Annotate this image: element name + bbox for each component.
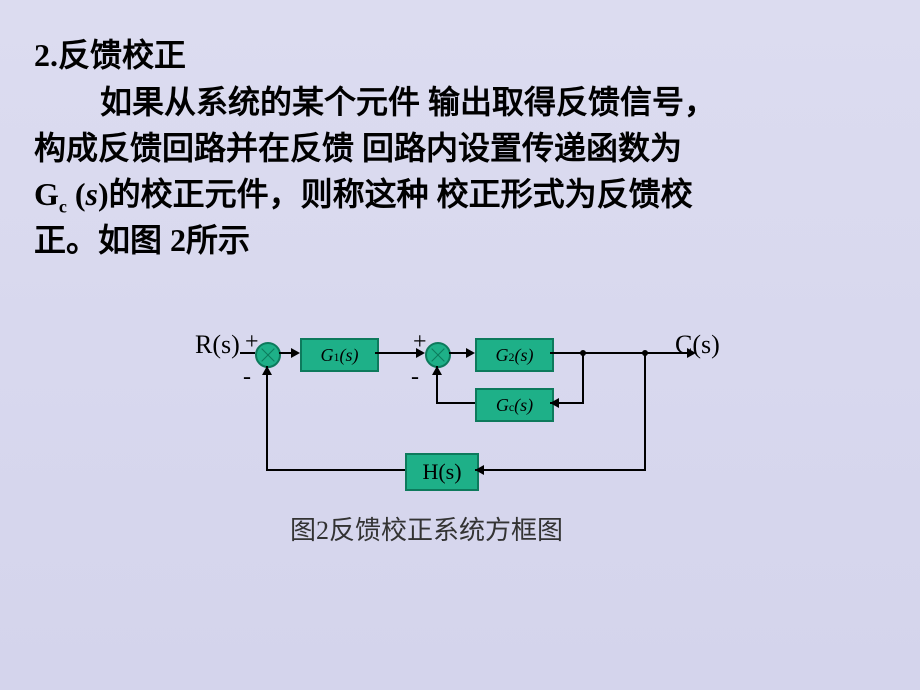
line-g1-sum2 — [375, 352, 419, 354]
arrow-outer-sum1 — [262, 366, 272, 375]
sum1-minus-sign: - — [243, 364, 251, 391]
arrow-g1-sum2 — [416, 348, 425, 358]
paragraph-line-4: 正。如图 2所示 — [34, 216, 250, 264]
line-h-to-sum1v — [266, 366, 268, 471]
line-inner-down — [582, 352, 584, 404]
gc-arg: s — [86, 176, 98, 212]
block-h-label: H(s) — [422, 459, 461, 485]
line-in — [240, 352, 255, 354]
input-label: R(s) — [195, 330, 240, 360]
line-outer-down — [644, 352, 646, 471]
g2-sub: 2 — [508, 350, 514, 364]
sum2-minus-sign: - — [411, 364, 419, 391]
line-outer-to-h — [475, 469, 646, 471]
block-gc-label: Gc(s) — [496, 395, 533, 416]
block-g1-label: G1(s) — [320, 345, 358, 366]
arrow-inner-sum2 — [432, 366, 442, 375]
arrow-sum1-g1 — [291, 348, 300, 358]
line-gc-to-sum2h — [436, 402, 475, 404]
g2-arg: s — [520, 345, 527, 365]
section-title: 2.反馈校正 — [34, 30, 186, 76]
gc-sub: c — [59, 196, 67, 216]
gc-block-base: G — [496, 395, 509, 415]
g1-base: G — [320, 345, 333, 365]
paragraph-line-3-mid: 的校正元件，则称这种 校正形式为反馈校 — [109, 176, 693, 212]
block-g1: G1(s) — [300, 338, 379, 372]
block-g2-label: G2(s) — [495, 345, 533, 366]
arrow-inner-gc — [550, 398, 559, 408]
gc-symbol: Gc (s) — [34, 176, 109, 212]
sum-junction-2 — [425, 342, 451, 368]
output-label: C(s) — [675, 330, 720, 360]
paragraph-line-1: 如果从系统的某个元件 输出取得反馈信号， — [100, 78, 716, 126]
line-h-to-sum1h — [266, 469, 405, 471]
line-g2-out — [550, 352, 690, 354]
arrow-out — [687, 348, 696, 358]
g2-base: G — [495, 345, 508, 365]
gc-base: G — [34, 176, 59, 212]
paragraph-line-2: 构成反馈回路并在反馈 回路内设置传递函数为 — [34, 124, 682, 172]
block-g2: G2(s) — [475, 338, 554, 372]
paragraph-line-3: Gc (s)的校正元件，则称这种 校正形式为反馈校 — [34, 170, 693, 220]
block-h: H(s) — [405, 453, 479, 491]
g1-sub: 1 — [333, 350, 339, 364]
block-gc: Gc(s) — [475, 388, 554, 422]
figure-caption: 图2反馈校正系统方框图 — [290, 510, 563, 547]
arrow-outer-h — [475, 465, 484, 475]
gc-block-arg: s — [520, 395, 527, 415]
gc-block-sub: c — [509, 400, 514, 414]
sum-junction-1 — [255, 342, 281, 368]
arrow-sum2-g2 — [466, 348, 475, 358]
block-diagram: R(s) C(s) + - + - G1(s) G2(s) Gc(s) H(s) — [185, 330, 725, 530]
g1-arg: s — [345, 345, 352, 365]
